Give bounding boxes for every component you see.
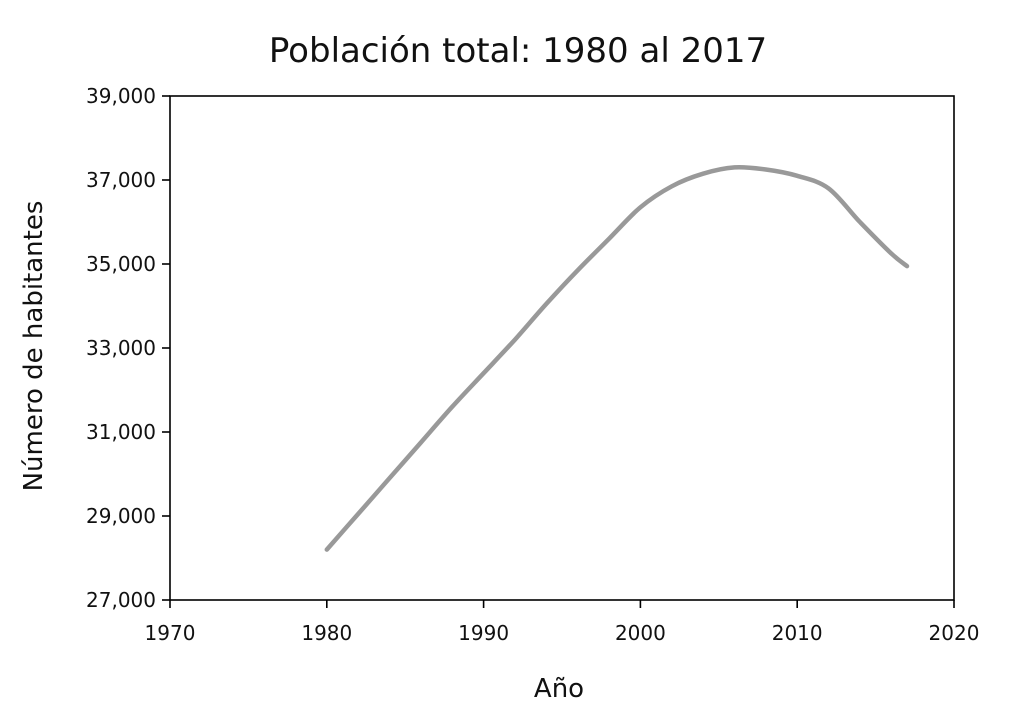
x-tick-label: 1980 — [301, 621, 352, 645]
y-tick-label: 39,000 — [86, 84, 156, 108]
y-tick-label: 33,000 — [86, 336, 156, 360]
x-tick-label: 2000 — [615, 621, 666, 645]
x-axis-label: Año — [534, 674, 584, 704]
series-line — [324, 164, 910, 552]
y-axis: 27,000 29,000 31,000 33,000 35,000 37,000 39,0… — [86, 84, 170, 612]
y-tick-label: 29,000 — [86, 504, 156, 528]
plot-area — [169, 95, 955, 601]
y-tick-label: 37,000 — [86, 168, 156, 192]
y-axis-label: Número de habitantes — [19, 201, 49, 492]
x-tick-label: 2020 — [929, 621, 980, 645]
x-tick-label: 1970 — [145, 621, 196, 645]
y-tick-label: 31,000 — [86, 420, 156, 444]
y-tick-label: 35,000 — [86, 252, 156, 276]
x-tick-label: 2010 — [772, 621, 823, 645]
x-tick-label: 1990 — [458, 621, 509, 645]
y-tick-label: 27,000 — [86, 588, 156, 612]
chart-title: Población total: 1980 al 2017 — [269, 31, 767, 71]
x-axis: 1970 1980 1990 2000 2010 2020 — [145, 600, 980, 645]
